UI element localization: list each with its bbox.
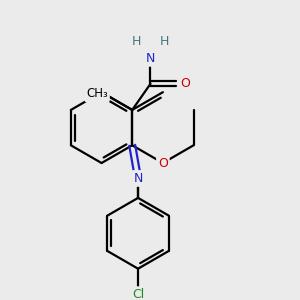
- Text: N: N: [146, 52, 155, 65]
- Text: H: H: [132, 35, 141, 48]
- Text: Cl: Cl: [132, 288, 144, 300]
- Text: H: H: [160, 35, 169, 48]
- Text: O: O: [158, 157, 168, 169]
- Text: CH₃: CH₃: [86, 88, 108, 100]
- Text: N: N: [134, 172, 143, 185]
- Text: O: O: [180, 77, 190, 90]
